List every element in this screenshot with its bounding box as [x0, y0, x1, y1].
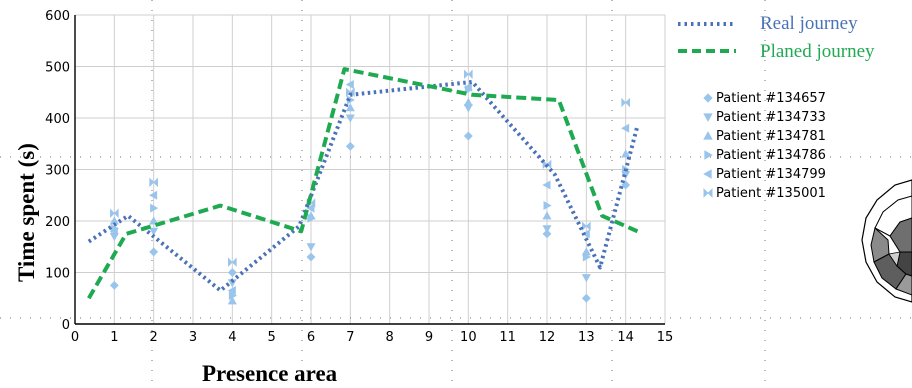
patient-marker-0-7	[581, 293, 591, 303]
patient-markers	[109, 69, 631, 305]
patient-marker-3-2	[228, 291, 237, 301]
legend-patient-label-2: Patient #134781	[716, 129, 826, 144]
patient-marker-4-1	[149, 190, 158, 200]
patient-marker-4-8	[621, 123, 630, 133]
patient-marker-2-6	[542, 211, 552, 220]
patient-marker-2-5	[463, 97, 473, 107]
floor-plan-thumbnail	[861, 179, 912, 303]
patient-marker-1-6	[542, 225, 552, 234]
y-tick-label-2: 200	[45, 215, 70, 230]
x-tick-label-3: 3	[189, 330, 197, 345]
y-tick-label-5: 500	[45, 61, 70, 76]
x-tick-label-4: 4	[228, 330, 236, 345]
patient-marker-2-4	[345, 103, 355, 112]
legend-patient-marker-2	[703, 131, 713, 140]
patient-marker-0-0	[109, 280, 119, 290]
patient-marker-1-4	[345, 114, 355, 123]
x-tick-label-5: 5	[268, 330, 276, 345]
x-tick-label-15: 15	[657, 330, 674, 345]
legend-patient-marker-1	[703, 113, 713, 122]
legend-patient-label-1: Patient #134733	[716, 110, 826, 125]
grid	[75, 14, 666, 324]
floor-plan-room-e	[889, 217, 912, 253]
patient-marker-1-3	[306, 243, 316, 252]
series-line-real-journey	[87, 79, 640, 293]
x-tick-label-1: 1	[110, 330, 118, 345]
patient-marker-3-6	[543, 201, 552, 211]
patient-marker-0-5	[463, 131, 473, 141]
patient-marker-5-4	[346, 87, 355, 97]
floor-plan-room-g	[888, 251, 901, 268]
patient-marker-0-3	[306, 252, 316, 262]
legend-patient-marker-0	[703, 93, 713, 103]
x-tick-label-12: 12	[539, 330, 556, 345]
patient-marker-2-8	[621, 149, 631, 158]
legend-patient-label-5: Patient #135001	[716, 186, 826, 201]
patient-marker-5-8	[621, 97, 630, 108]
patient-marker-3-7	[582, 252, 591, 262]
y-tick-label-3: 300	[45, 164, 70, 179]
patient-marker-0-2	[227, 268, 237, 277]
patient-marker-4-0	[109, 226, 118, 236]
legend-patient-marker-4	[703, 169, 712, 179]
patient-marker-4-3	[306, 203, 315, 213]
patient-marker-1-7	[581, 274, 591, 283]
x-tick-label-9: 9	[425, 330, 433, 345]
y-tick-label-4: 400	[45, 112, 70, 127]
patient-marker-4-2	[227, 286, 236, 296]
patient-marker-4-6	[542, 180, 551, 190]
x-tick-label-0: 0	[71, 330, 79, 345]
legend-journeys: Real journey Planed journey	[678, 13, 875, 62]
legend-real-journey-label: Real journey	[760, 13, 858, 34]
x-tick-label-8: 8	[386, 330, 394, 345]
legend-patient-marker-3	[704, 150, 713, 160]
x-tick-label-7: 7	[346, 330, 354, 345]
x-axis-title: Presence area	[202, 361, 338, 386]
patient-marker-0-1	[149, 247, 159, 257]
x-tick-label-6: 6	[307, 330, 315, 345]
axes	[74, 15, 665, 325]
patient-marker-5-7	[582, 221, 591, 231]
series-line-planed-journey	[87, 67, 639, 300]
floor-plan-room-d	[895, 273, 912, 296]
x-tick-label-13: 13	[578, 330, 595, 345]
patient-marker-5-2	[228, 257, 237, 267]
patient-marker-5-5	[464, 69, 473, 79]
patient-marker-3-1	[150, 203, 159, 213]
journey-series	[87, 67, 640, 300]
x-tick-label-10: 10	[460, 330, 477, 345]
y-tick-label-1: 100	[45, 267, 70, 282]
tick-labels: 0 1 2 3 4 5 6 7 8 9 10 11 12 13 14 15010020030040050060…	[45, 9, 673, 345]
patient-marker-0-4	[345, 141, 355, 151]
patient-marker-2-2	[227, 296, 237, 305]
legend-planed-journey-label: Planed journey	[760, 41, 875, 62]
legend-patient-label-0: Patient #134657	[716, 91, 826, 106]
x-tick-label-2: 2	[150, 330, 158, 345]
x-tick-label-11: 11	[499, 330, 516, 345]
patient-marker-2-1	[149, 216, 159, 225]
legend-patient-label-4: Patient #134799	[716, 167, 826, 182]
x-tick-label-14: 14	[617, 330, 634, 345]
y-tick-label-6: 600	[45, 9, 70, 24]
patient-marker-4-4	[345, 80, 354, 90]
patient-marker-0-6	[542, 229, 552, 239]
legend-patient-label-3: Patient #134786	[716, 148, 826, 163]
patient-marker-5-0	[110, 208, 119, 218]
patient-marker-4-5	[463, 82, 472, 92]
patient-marker-1-1	[149, 227, 159, 236]
legend-patients: Patient #134657 Patient #134733 Patient #1…	[703, 91, 826, 201]
y-axis-title: Time spent (s)	[14, 143, 39, 282]
legend-patient-marker-5	[703, 188, 713, 198]
patient-marker-5-1	[149, 177, 158, 188]
y-tick-label-0: 0	[62, 318, 70, 333]
patient-marker-3-3	[307, 213, 316, 223]
